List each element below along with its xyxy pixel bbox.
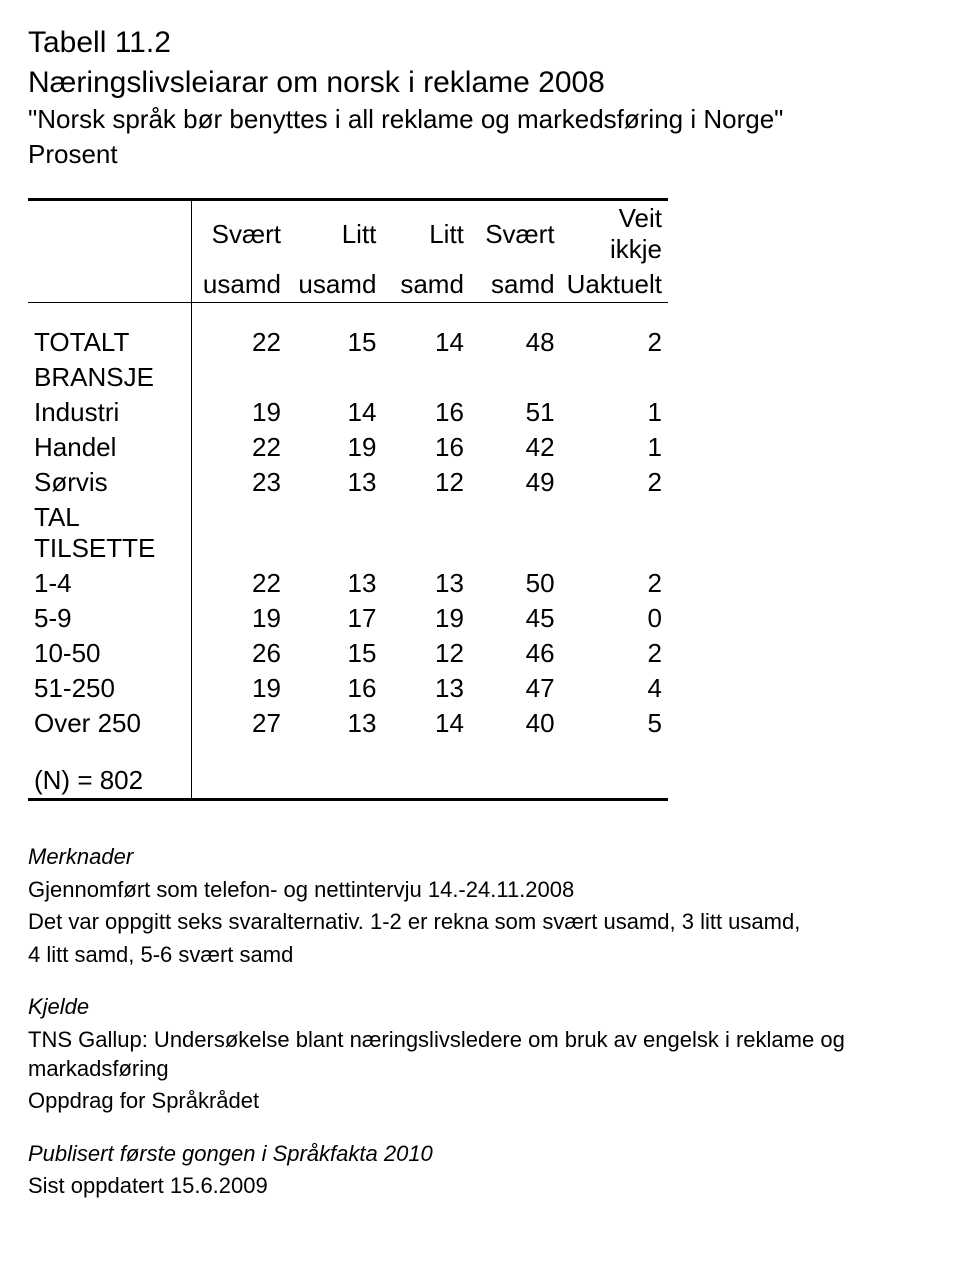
source-line: Oppdrag for Språkrådet xyxy=(28,1087,932,1116)
cell: 40 xyxy=(470,706,561,741)
cell: 0 xyxy=(561,601,668,636)
cell: 47 xyxy=(470,671,561,706)
cell: 22 xyxy=(191,566,287,601)
table-head: Svært Litt Litt Svært Veit ikkje usamd u… xyxy=(28,200,668,303)
col-header-3b: samd xyxy=(382,267,470,303)
source-line: TNS Gallup: Undersøkelse blant næringsli… xyxy=(28,1026,932,1083)
unit-label: Prosent xyxy=(28,138,932,171)
total-label: TOTALT xyxy=(28,325,191,360)
page: Tabell 11.2 Næringslivsleiarar om norsk … xyxy=(0,0,960,1271)
table-number: Tabell 11.2 xyxy=(28,24,932,62)
n-row: (N) = 802 xyxy=(28,763,668,800)
col-header-5a: Veit ikkje xyxy=(561,200,668,268)
table-quote: "Norsk språk bør benyttes i all reklame … xyxy=(28,103,932,136)
row-label: Over 250 xyxy=(28,706,191,741)
col-header-2b: usamd xyxy=(287,267,382,303)
cell: 16 xyxy=(382,430,470,465)
cell: 5 xyxy=(561,706,668,741)
col-header-2a: Litt xyxy=(287,200,382,268)
table-row: 10-50 26 15 12 46 2 xyxy=(28,636,668,671)
notes-line: 4 litt samd, 5-6 svært samd xyxy=(28,941,932,970)
cell: 19 xyxy=(191,395,287,430)
section-heading: TAL TILSETTE xyxy=(28,500,668,566)
header-blank xyxy=(28,200,191,268)
cell: 1 xyxy=(561,430,668,465)
row-label: 51-250 xyxy=(28,671,191,706)
cell: 23 xyxy=(191,465,287,500)
cell: 15 xyxy=(287,636,382,671)
cell: 17 xyxy=(287,601,382,636)
col-header-5b: Uaktuelt xyxy=(561,267,668,303)
cell: 16 xyxy=(382,395,470,430)
cell: 27 xyxy=(191,706,287,741)
cell: 19 xyxy=(191,601,287,636)
table-row: 51-250 19 16 13 47 4 xyxy=(28,671,668,706)
col-header-4b: samd xyxy=(470,267,561,303)
cell: 13 xyxy=(382,671,470,706)
table-title: Næringslivsleiarar om norsk i reklame 20… xyxy=(28,64,932,102)
published-line: Publisert første gongen i Språkfakta 201… xyxy=(28,1140,932,1169)
row-label: Sørvis xyxy=(28,465,191,500)
cell: 4 xyxy=(561,671,668,706)
table-row: Industri 19 14 16 51 1 xyxy=(28,395,668,430)
total-row: TOTALT 22 15 14 48 2 xyxy=(28,325,668,360)
col-header-4a: Svært xyxy=(470,200,561,268)
cell: 49 xyxy=(470,465,561,500)
cell: 13 xyxy=(287,465,382,500)
col-header-1a: Svært xyxy=(191,200,287,268)
cell: 51 xyxy=(470,395,561,430)
cell: 45 xyxy=(470,601,561,636)
col-header-3a: Litt xyxy=(382,200,470,268)
total-v4: 2 xyxy=(561,325,668,360)
section-heading: BRANSJE xyxy=(28,360,668,395)
cell: 13 xyxy=(287,566,382,601)
row-label: 1-4 xyxy=(28,566,191,601)
notes-block: Merknader Gjennomført som telefon- og ne… xyxy=(28,843,932,1201)
row-label: 10-50 xyxy=(28,636,191,671)
table-row: Over 250 27 13 14 40 5 xyxy=(28,706,668,741)
notes-line: Gjennomført som telefon- og nettintervju… xyxy=(28,876,932,905)
total-v2: 14 xyxy=(382,325,470,360)
cell: 50 xyxy=(470,566,561,601)
cell: 19 xyxy=(191,671,287,706)
n-label: (N) = 802 xyxy=(28,763,191,800)
col-header-1b: usamd xyxy=(191,267,287,303)
notes-line: Det var oppgitt seks svaralternativ. 1-2… xyxy=(28,908,932,937)
cell: 26 xyxy=(191,636,287,671)
header-blank-2 xyxy=(28,267,191,303)
table-row: 5-9 19 17 19 45 0 xyxy=(28,601,668,636)
data-table: Svært Litt Litt Svært Veit ikkje usamd u… xyxy=(28,198,668,801)
cell: 2 xyxy=(561,566,668,601)
table-row: Sørvis 23 13 12 49 2 xyxy=(28,465,668,500)
cell: 19 xyxy=(382,601,470,636)
table-body: TOTALT 22 15 14 48 2 BRANSJE Industri 19… xyxy=(28,303,668,800)
cell: 42 xyxy=(470,430,561,465)
source-heading: Kjelde xyxy=(28,993,932,1022)
cell: 46 xyxy=(470,636,561,671)
cell: 19 xyxy=(287,430,382,465)
cell: 14 xyxy=(382,706,470,741)
row-label: Handel xyxy=(28,430,191,465)
cell: 2 xyxy=(561,465,668,500)
cell: 2 xyxy=(561,636,668,671)
row-label: 5-9 xyxy=(28,601,191,636)
table-row: 1-4 22 13 13 50 2 xyxy=(28,566,668,601)
section-1-heading: TAL TILSETTE xyxy=(28,500,191,566)
total-v3: 48 xyxy=(470,325,561,360)
table-row: Handel 22 19 16 42 1 xyxy=(28,430,668,465)
row-label: Industri xyxy=(28,395,191,430)
cell: 13 xyxy=(287,706,382,741)
cell: 14 xyxy=(287,395,382,430)
total-v1: 15 xyxy=(287,325,382,360)
notes-heading: Merknader xyxy=(28,843,932,872)
updated-line: Sist oppdatert 15.6.2009 xyxy=(28,1172,932,1201)
cell: 22 xyxy=(191,430,287,465)
cell: 12 xyxy=(382,465,470,500)
section-0-heading: BRANSJE xyxy=(28,360,191,395)
total-v0: 22 xyxy=(191,325,287,360)
cell: 16 xyxy=(287,671,382,706)
cell: 1 xyxy=(561,395,668,430)
cell: 12 xyxy=(382,636,470,671)
cell: 13 xyxy=(382,566,470,601)
